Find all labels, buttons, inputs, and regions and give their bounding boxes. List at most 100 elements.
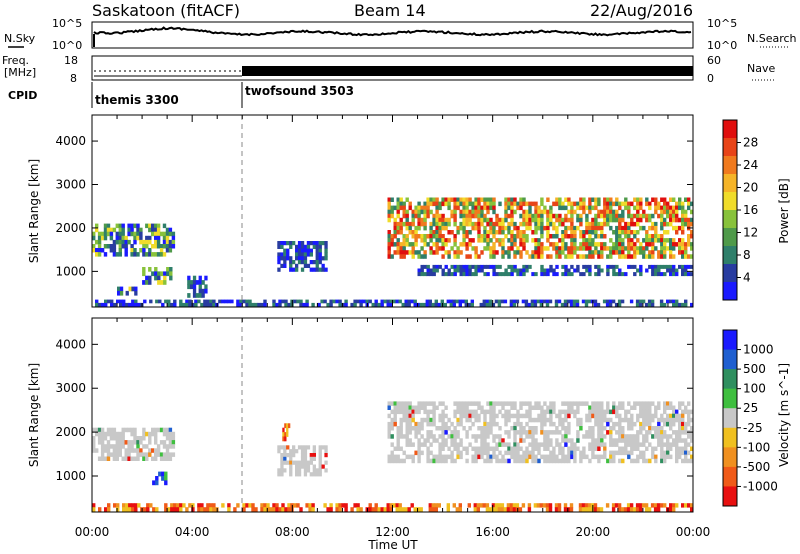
power-echo-cell — [614, 302, 619, 307]
power-echo-cell — [390, 213, 394, 219]
velocity-echo-cell — [368, 503, 372, 508]
power-echo-cell — [248, 302, 252, 307]
power-echo-cell — [531, 213, 535, 219]
power-echo-cell — [567, 250, 571, 255]
power-echo-cell — [134, 290, 138, 296]
velocity-echo-cell — [597, 426, 601, 431]
power-echo-cell — [221, 299, 225, 304]
colorbar-swatch — [723, 349, 737, 370]
velocity-echo-cell — [578, 507, 583, 512]
power-echo-cell — [133, 231, 137, 237]
velocity-echo-cell — [221, 503, 225, 508]
power-echo-cell — [639, 242, 643, 247]
velocity-echoes — [92, 401, 694, 512]
power-echo-cell — [459, 242, 463, 247]
power-echo-cell — [414, 205, 418, 211]
power-echo-cell — [567, 217, 571, 223]
power-echo-cell — [528, 205, 532, 211]
nave-label: Nave — [747, 62, 775, 75]
power-echo-cell — [681, 225, 685, 231]
velocity-echo-cell — [564, 458, 568, 464]
power-echo-cell — [509, 299, 514, 304]
velocity-echo-cell — [681, 401, 685, 406]
velocity-echo-cell — [492, 421, 496, 427]
velocity-echo-cell — [408, 401, 412, 406]
velocity-echo-cell — [390, 421, 394, 427]
velocity-echo-cell — [509, 507, 514, 512]
velocity-echo-cell — [456, 450, 460, 456]
velocity-echo-cell — [690, 454, 694, 460]
power-echo-cell — [125, 290, 129, 296]
power-echo-cell — [615, 242, 619, 247]
power-echo-cell — [572, 299, 577, 304]
velocity-echo-cell — [591, 401, 595, 406]
velocity-echo-cell — [275, 507, 279, 512]
velocity-echo-cell — [624, 434, 628, 439]
velocity-echo-cell — [636, 413, 640, 419]
power-echo-cell — [317, 302, 321, 307]
velocity-echo-cell — [402, 450, 406, 456]
velocity-echo-cell — [142, 427, 146, 433]
velocity-echo-cell — [405, 438, 409, 443]
power-echo-cell — [603, 201, 607, 207]
velocity-echo-cell — [584, 507, 589, 512]
velocity-echo-cell — [623, 507, 628, 512]
power-echo-cell — [112, 239, 117, 245]
power-echo-cell — [549, 242, 553, 247]
power-echo-cell — [540, 201, 544, 207]
velocity-echo-cell — [588, 434, 592, 439]
velocity-echo-cell — [444, 405, 448, 410]
velocity-echo-cell — [112, 452, 117, 457]
velocity-echo-cell — [570, 446, 574, 451]
velocity-echo-cell — [618, 434, 622, 439]
power-echo-cell — [297, 252, 302, 257]
velocity-echo-cell — [411, 426, 415, 431]
power-echo-cell — [423, 264, 427, 269]
velocity-echo-cell — [531, 446, 535, 451]
power-echo-cell — [297, 248, 302, 253]
velocity-echo-cell — [648, 458, 652, 464]
power-echo-cell — [471, 264, 475, 269]
power-echo-cell — [573, 268, 577, 273]
velocity-echo-cell — [155, 507, 159, 512]
power-echo-cell — [558, 205, 562, 211]
velocity-echo-cell — [612, 401, 616, 406]
velocity-echo-cell — [525, 446, 529, 451]
power-echo-cell — [359, 299, 363, 304]
velocity-echo-cell — [597, 442, 601, 447]
velocity-echo-cell — [459, 401, 463, 406]
power-echo-cell — [422, 302, 426, 307]
velocity-echo-cell — [639, 409, 643, 415]
velocity-echo-cell — [292, 460, 296, 465]
power-echo-cell — [684, 254, 688, 259]
velocity-echo-cell — [441, 458, 445, 464]
power-echo-cell — [579, 197, 583, 202]
velocity-echo-cell — [405, 405, 409, 410]
velocity-echo-cell — [582, 434, 586, 439]
velocity-echo-cell — [612, 438, 616, 443]
velocity-echo-cell — [651, 417, 655, 423]
power-echo-cell — [618, 272, 622, 277]
velocity-echo-cell — [242, 503, 246, 508]
velocity-echo-cell — [227, 503, 231, 508]
power-echo-cell — [609, 254, 613, 259]
power-echo-cell — [156, 244, 161, 249]
power-echo-cell — [507, 246, 511, 251]
power-echo-cell — [188, 299, 192, 304]
velocity-echo-cell — [690, 417, 694, 423]
velocity-echo-cell — [266, 507, 270, 512]
power-echo-cell — [441, 234, 445, 239]
power-echo-cell — [468, 230, 472, 235]
velocity-echo-cell — [431, 507, 435, 512]
power-echo-cell — [359, 302, 363, 307]
power-echo-cell — [624, 225, 628, 231]
velocity-echo-cell — [295, 449, 299, 454]
power-echo-cell — [633, 246, 637, 251]
power-echo-cell — [501, 225, 505, 231]
velocity-echo-cell — [167, 507, 171, 512]
velocity-echo-cell — [476, 507, 480, 512]
power-echo-cell — [408, 225, 412, 231]
power-echo-cell — [486, 205, 490, 211]
velocity-echo-cell — [491, 503, 496, 508]
velocity-echo-cell — [297, 460, 302, 465]
